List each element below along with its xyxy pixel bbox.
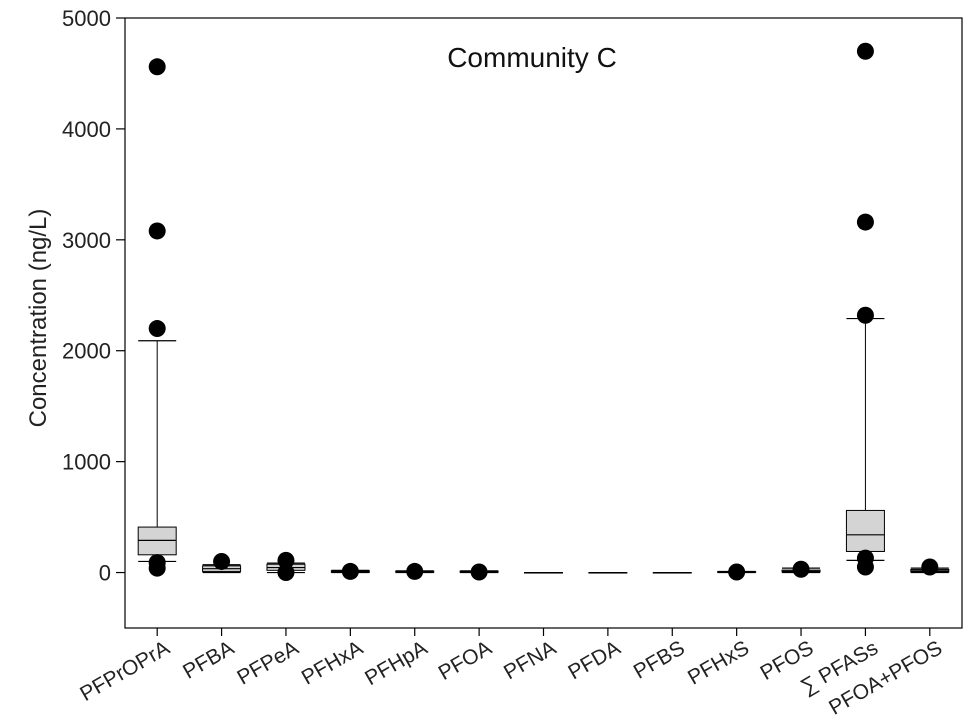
outlier-point [148, 58, 166, 76]
y-tick-label: 4000 [62, 117, 111, 142]
y-tick-label: 0 [99, 561, 111, 586]
y-tick-label: 2000 [62, 339, 111, 364]
outlier-point [148, 222, 166, 240]
outlier-point [277, 551, 295, 569]
outlier-point [728, 563, 746, 581]
iqr-box [845, 509, 885, 552]
outlier-point [277, 564, 295, 582]
outlier-point [856, 213, 874, 231]
outlier-point [148, 320, 166, 338]
outlier-point [406, 562, 424, 580]
outlier-point [921, 558, 939, 576]
y-axis-title: Concentration (ng/L) [25, 209, 52, 428]
outlier-point [341, 562, 359, 580]
outlier-point [856, 42, 874, 60]
outlier-point [792, 560, 810, 578]
outlier-point [470, 563, 488, 581]
outlier-point [148, 559, 166, 577]
y-tick-label: 5000 [62, 6, 111, 31]
outlier-point [856, 306, 874, 324]
y-tick-label: 3000 [62, 228, 111, 253]
chart-title: Community C [447, 42, 617, 73]
outlier-point [213, 552, 231, 570]
outlier-point [856, 558, 874, 576]
y-tick-label: 1000 [62, 450, 111, 475]
